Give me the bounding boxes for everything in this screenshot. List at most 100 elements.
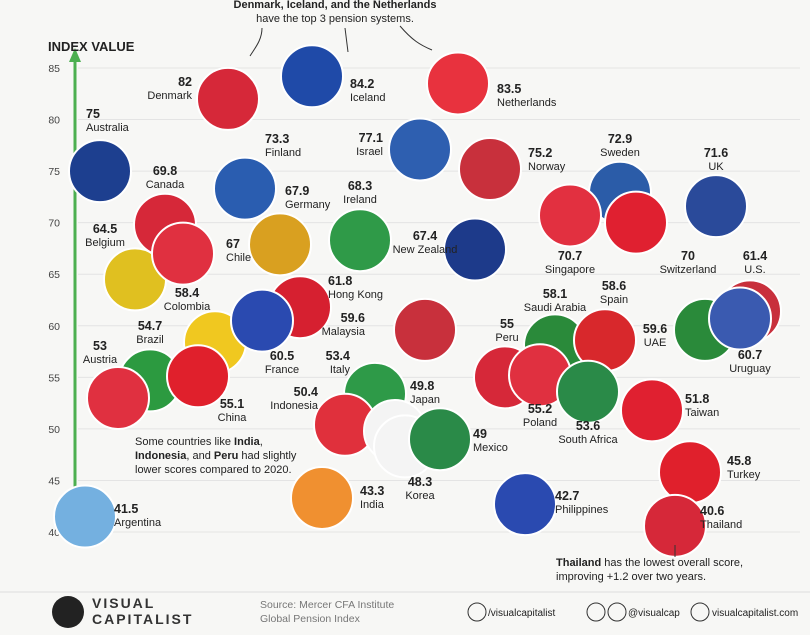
- value-label: 70: [681, 249, 695, 263]
- arrow: [249, 27, 263, 57]
- country-label: Hong Kong: [328, 289, 383, 301]
- country-label: Saudi Arabia: [524, 302, 587, 314]
- annotation: Indonesia, and Peru had slightly: [135, 450, 297, 462]
- value-label: 45.8: [727, 454, 751, 468]
- y-tick-label: 75: [48, 166, 60, 178]
- annotation-part: Peru: [214, 450, 238, 462]
- country-label: Sweden: [600, 147, 640, 159]
- country-label: Belgium: [85, 237, 125, 249]
- country-label: Brazil: [136, 334, 164, 346]
- flag-dot: [538, 183, 602, 248]
- value-label: 60.7: [738, 348, 762, 362]
- value-label: 53.6: [576, 419, 600, 433]
- country-label: Finland: [265, 147, 301, 159]
- value-label: 71.6: [704, 146, 728, 160]
- annotation: Some countries like India,: [135, 436, 263, 448]
- value-label: 51.8: [685, 392, 709, 406]
- annotation-part: , and: [186, 450, 214, 462]
- country-label: India: [360, 499, 385, 511]
- flag-dot: [166, 344, 230, 409]
- y-axis-title: INDEX VALUE: [48, 39, 135, 54]
- country-label: Indonesia: [270, 400, 319, 412]
- country-label: Peru: [495, 332, 518, 344]
- country-label: UK: [708, 161, 724, 173]
- annotation-part: India: [234, 436, 261, 448]
- source: Global Pension Index: [260, 613, 361, 625]
- country-label: Norway: [528, 161, 566, 173]
- country-label: New Zealand: [393, 244, 458, 256]
- flag-dot: [290, 465, 354, 530]
- annotation-part: had slightly: [238, 450, 297, 462]
- value-label: 58.1: [543, 287, 567, 301]
- value-label: 67.4: [413, 229, 437, 243]
- country-label: U.S.: [744, 264, 765, 276]
- annotation: Denmark, Iceland, and the Netherlands: [234, 0, 437, 11]
- value-label: 75.2: [528, 146, 552, 160]
- annotation-part: has the lowest overall score,: [601, 557, 743, 569]
- value-label: 61.8: [328, 274, 352, 288]
- facebook-icon[interactable]: [467, 602, 487, 622]
- y-tick-label: 70: [48, 218, 60, 230]
- value-label: 53: [93, 339, 107, 353]
- country-label: Canada: [146, 179, 185, 191]
- flag-dot: [230, 288, 294, 353]
- flag-dot: [708, 286, 772, 351]
- flag-dot: [458, 137, 522, 202]
- social-link[interactable]: @visualcap: [628, 608, 680, 619]
- value-label: 72.9: [608, 132, 632, 146]
- y-tick-label: 65: [48, 269, 60, 281]
- value-label: 68.3: [348, 179, 372, 193]
- y-tick-label: 40: [48, 527, 60, 539]
- country-label: Israel: [356, 146, 383, 158]
- country-label: Thailand: [700, 519, 742, 531]
- flag-dot: [196, 66, 260, 131]
- country-label: Japan: [410, 394, 440, 406]
- flag-dot: [328, 208, 392, 273]
- country-label: Turkey: [727, 469, 761, 481]
- value-label: 42.7: [555, 489, 579, 503]
- flag-dot: [393, 297, 457, 362]
- annotation: Thailand has the lowest overall score,: [556, 557, 743, 569]
- value-label: 58.6: [602, 279, 626, 293]
- country-label: Argentina: [114, 517, 162, 529]
- country-label: Spain: [600, 294, 628, 306]
- country-label: Poland: [523, 417, 557, 429]
- flag-dot: [86, 365, 150, 430]
- flag-dot: [151, 221, 215, 286]
- twitter-icon[interactable]: [586, 602, 606, 622]
- web-icon[interactable]: [690, 602, 710, 622]
- flag-dot: [426, 51, 490, 116]
- arrow: [399, 25, 433, 51]
- value-label: 59.6: [341, 311, 365, 325]
- annotation: have the top 3 pension systems.: [256, 13, 414, 25]
- country-label: South Africa: [558, 434, 618, 446]
- flag-dot: [604, 190, 668, 255]
- value-label: 83.5: [497, 82, 521, 96]
- country-label: Malaysia: [322, 326, 366, 338]
- marks: 82Denmark84.2Iceland83.5Netherlands75Aus…: [53, 44, 782, 558]
- flag-dot: [388, 117, 452, 182]
- value-label: 48.3: [408, 475, 432, 489]
- value-label: 60.5: [270, 349, 294, 363]
- country-label: France: [265, 364, 299, 376]
- country-label: Philippines: [555, 504, 609, 516]
- country-label: Singapore: [545, 264, 595, 276]
- y-tick-label: 50: [48, 424, 60, 436]
- flag-dot: [280, 44, 344, 109]
- flag-dot: [68, 139, 132, 204]
- value-label: 82: [178, 75, 192, 89]
- country-label: Taiwan: [685, 407, 719, 419]
- annotation-part: Thailand: [556, 557, 601, 569]
- flag-dot: [443, 217, 507, 282]
- social-link[interactable]: visualcapitalist.com: [712, 608, 798, 619]
- social-link[interactable]: /visualcapitalist: [488, 608, 555, 619]
- instagram-icon[interactable]: [607, 602, 627, 622]
- value-label: 58.4: [175, 286, 199, 300]
- country-label: China: [218, 412, 248, 424]
- annotation: improving +1.2 over two years.: [556, 571, 706, 583]
- flag-dot: [53, 484, 117, 549]
- value-label: 49.8: [410, 379, 434, 393]
- flag-dot: [620, 378, 684, 443]
- brand: VISUAL: [92, 595, 155, 611]
